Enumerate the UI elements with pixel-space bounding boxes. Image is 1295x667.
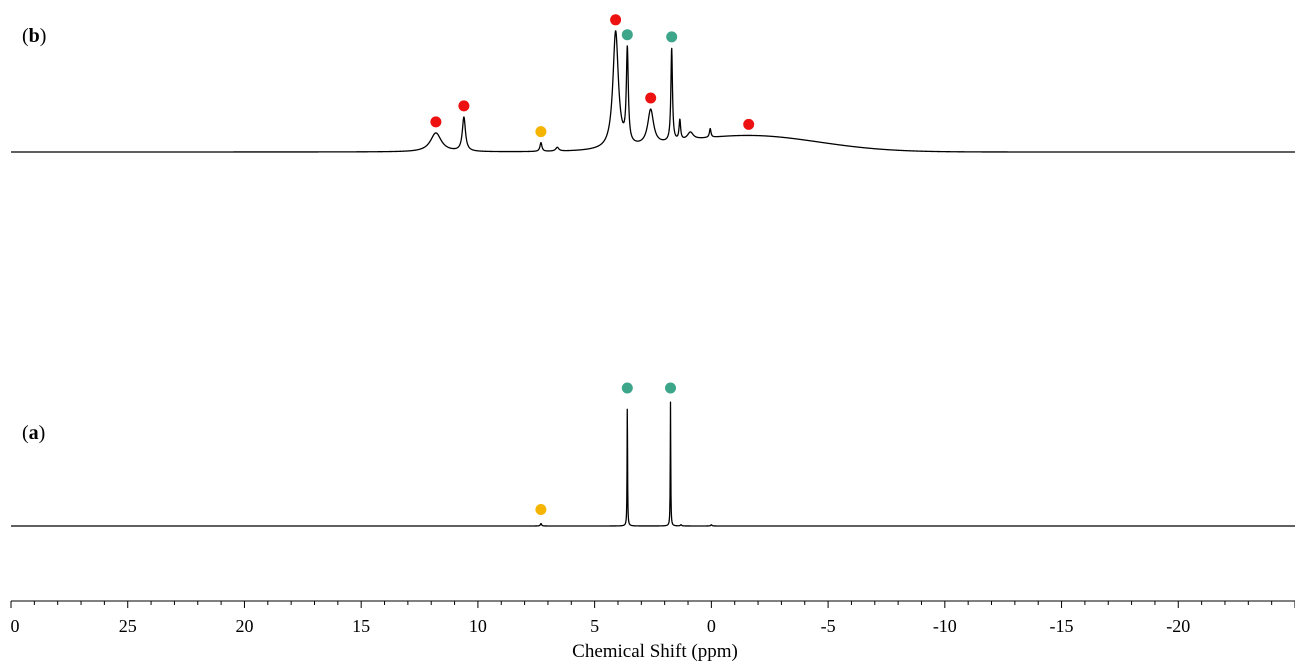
peak-marker-yellow [535,126,547,138]
peak-marker-yellow [535,504,547,515]
peak-marker-teal [621,382,633,394]
peak-marker-red [645,92,657,104]
x-tick-label: 25 [119,616,137,636]
x-tick-label: 10 [469,616,487,636]
peak-marker-teal [621,29,633,41]
panel-label-a: (a) [22,422,45,444]
peak-marker-teal [666,31,678,43]
peak-marker-red [430,116,442,128]
x-tick-label: 15 [352,616,370,636]
x-tick-label: 20 [235,616,253,636]
spectrum-trace-b [10,30,1295,153]
x-tick-label: -10 [933,616,957,636]
x-axis-tick-labels: 0 25 20 15 10 5 0 -5 -10 -15 -20 [11,616,1191,636]
x-tick-label: 0 [11,616,20,636]
peak-marker-red [458,100,470,112]
x-tick-label: 0 [707,616,716,636]
x-axis-ticks [10,601,1295,608]
spectrum-trace-a [10,401,1295,527]
peak-markers [430,14,755,515]
peak-marker-red [743,118,755,130]
x-axis-title: Chemical Shift (ppm) [572,641,738,662]
x-tick-label: -5 [821,616,836,636]
x-tick-label: -15 [1050,616,1074,636]
x-tick-label: -20 [1166,616,1190,636]
panel-label-b: (b) [22,25,46,47]
x-tick-label: 5 [590,616,599,636]
peak-marker-teal [665,382,676,394]
peak-marker-red [610,14,622,26]
